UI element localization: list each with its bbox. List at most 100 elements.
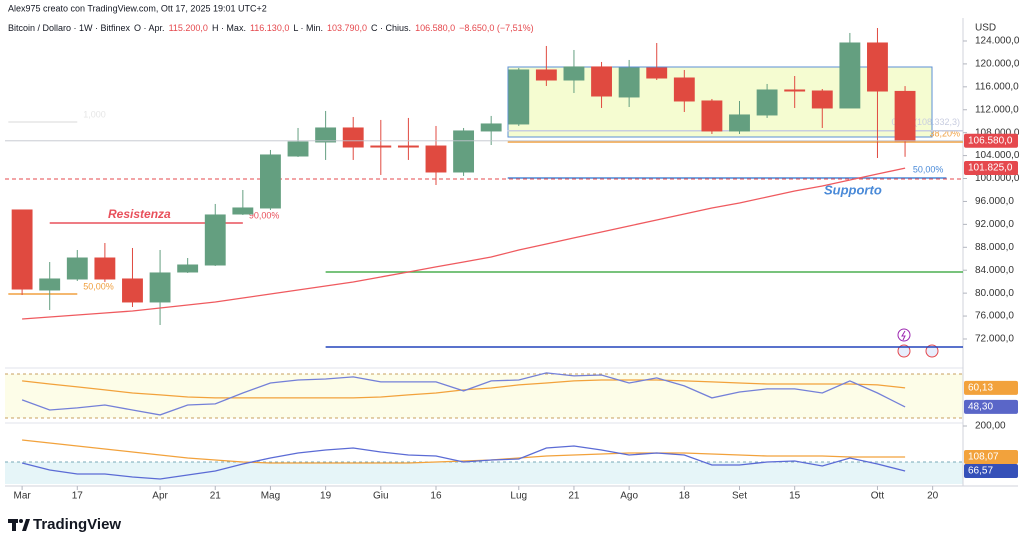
candle-body — [149, 272, 171, 303]
legend-part: H · Max. — [212, 23, 246, 33]
level-label: 38,20% — [929, 128, 960, 138]
y-tick-label: 92.000,0 — [975, 219, 1014, 230]
event-icon-glyph — [901, 330, 906, 341]
price-label: 66,57 — [968, 466, 993, 477]
annotation: Resistenza — [108, 207, 171, 221]
candle-body — [811, 90, 833, 109]
series-line — [21, 445, 906, 480]
candle-body — [480, 123, 502, 132]
candle-body — [122, 278, 143, 303]
series-line — [21, 372, 906, 416]
candle-body — [94, 257, 116, 280]
x-tick-label: Giu — [373, 491, 389, 502]
x-tick-label: Mar — [13, 491, 31, 502]
event-icon[interactable] — [897, 328, 911, 342]
candle-body — [784, 89, 806, 92]
y-tick-label: 84.000,0 — [975, 265, 1014, 276]
y-tick-label: 112.000,0 — [975, 104, 1019, 115]
candle-body — [701, 100, 723, 132]
legend-part: 106.580,0 — [415, 23, 455, 33]
level-label: 90,00% — [249, 210, 280, 220]
candle-body — [591, 66, 612, 97]
x-tick-label: Apr — [152, 491, 168, 502]
event-flag[interactable] — [925, 344, 939, 358]
x-tick-label: Lug — [510, 491, 527, 502]
candle-body — [287, 141, 309, 157]
candle-body — [177, 264, 199, 273]
candle-body — [453, 130, 475, 173]
candle-body — [370, 145, 392, 148]
x-tick-label: Ott — [871, 491, 885, 502]
candle-body — [673, 77, 695, 102]
x-tick-label: 20 — [927, 491, 939, 502]
x-tick-label: 18 — [679, 491, 691, 502]
candle-body — [729, 114, 750, 132]
credit: Alex975 creato con TradingView.com, Ott … — [8, 3, 267, 13]
legend-part: 116.130,0 — [250, 23, 289, 33]
price-label-box — [964, 380, 1018, 395]
series-line — [22, 167, 906, 320]
y-tick-label: 80.000,0 — [975, 288, 1014, 299]
legend-part: 103.790,0 — [327, 23, 367, 33]
x-tick-label: 16 — [430, 491, 442, 502]
candle-body — [66, 257, 88, 280]
y-tick-label: 100.000,0 — [975, 173, 1020, 184]
legend-part: O · Apr. — [134, 23, 165, 33]
price-label: 60,13 — [968, 383, 993, 394]
level-label: 50,00% — [913, 164, 944, 174]
rsi-band — [5, 374, 963, 418]
legend-part: C · Chius. — [371, 23, 411, 33]
y-tick-label: 108.000,0 — [975, 127, 1020, 138]
candle-body — [204, 214, 226, 266]
price-label-box — [964, 161, 1018, 176]
candle-body — [894, 90, 916, 142]
x-tick-label: Set — [732, 491, 747, 502]
legend-part: −8.650,0 (−7,51%) — [459, 23, 534, 33]
candle-body — [342, 127, 364, 148]
osc-band — [5, 462, 963, 484]
candle-body — [397, 145, 419, 148]
candle-body — [756, 89, 778, 116]
legend-part: 115.200,0 — [169, 23, 208, 33]
candle-body — [315, 127, 337, 143]
candle-body — [508, 69, 530, 125]
x-tick-label: Mag — [261, 491, 280, 502]
candle-body — [260, 154, 281, 209]
series-line — [22, 379, 906, 399]
y-tick-label: 124.000,0 — [975, 36, 1020, 47]
x-tick-label: 21 — [568, 491, 580, 502]
price-label: 106.580,0 — [968, 135, 1013, 146]
y-tick-label: 200,00 — [975, 421, 1006, 432]
candle-body — [425, 145, 447, 173]
candle-body — [11, 209, 33, 290]
candle-body — [232, 207, 254, 215]
candle-body — [867, 42, 888, 92]
candle-body — [646, 67, 668, 79]
x-tick-label: 21 — [210, 491, 222, 502]
x-tick-label: 17 — [72, 491, 84, 502]
x-tick-label: Ago — [620, 491, 638, 502]
logo-part — [19, 519, 23, 523]
y-tick-label: 120.000,0 — [975, 59, 1020, 70]
logo-part — [12, 519, 16, 531]
candle-body — [39, 278, 61, 291]
price-label: 101.825,0 — [968, 163, 1013, 174]
y-tick-label: 104.000,0 — [975, 150, 1020, 161]
symbol-legend: Bitcoin / Dollaro · 1W · Bitfinex O · Apr… — [8, 23, 534, 33]
candle-body — [535, 69, 557, 81]
candle-body — [839, 42, 861, 109]
price-label-box — [964, 450, 1018, 465]
candle-body — [618, 67, 640, 98]
level-label: 50,00% — [83, 281, 114, 291]
legend-part: L · Min. — [293, 23, 323, 33]
y-tick-label: 116.000,0 — [975, 81, 1019, 92]
legend-part: Bitcoin / Dollaro · 1W · Bitfinex — [8, 23, 131, 33]
event-flag[interactable] — [897, 344, 911, 358]
price-label: 108,07 — [968, 452, 999, 463]
y-tick-label: 72.000,0 — [975, 334, 1014, 345]
brand-logo: TradingView — [8, 516, 121, 533]
series-line — [22, 439, 906, 464]
level-label: 0,000(108.332,3) — [891, 117, 960, 127]
x-tick-label: 19 — [320, 491, 332, 502]
